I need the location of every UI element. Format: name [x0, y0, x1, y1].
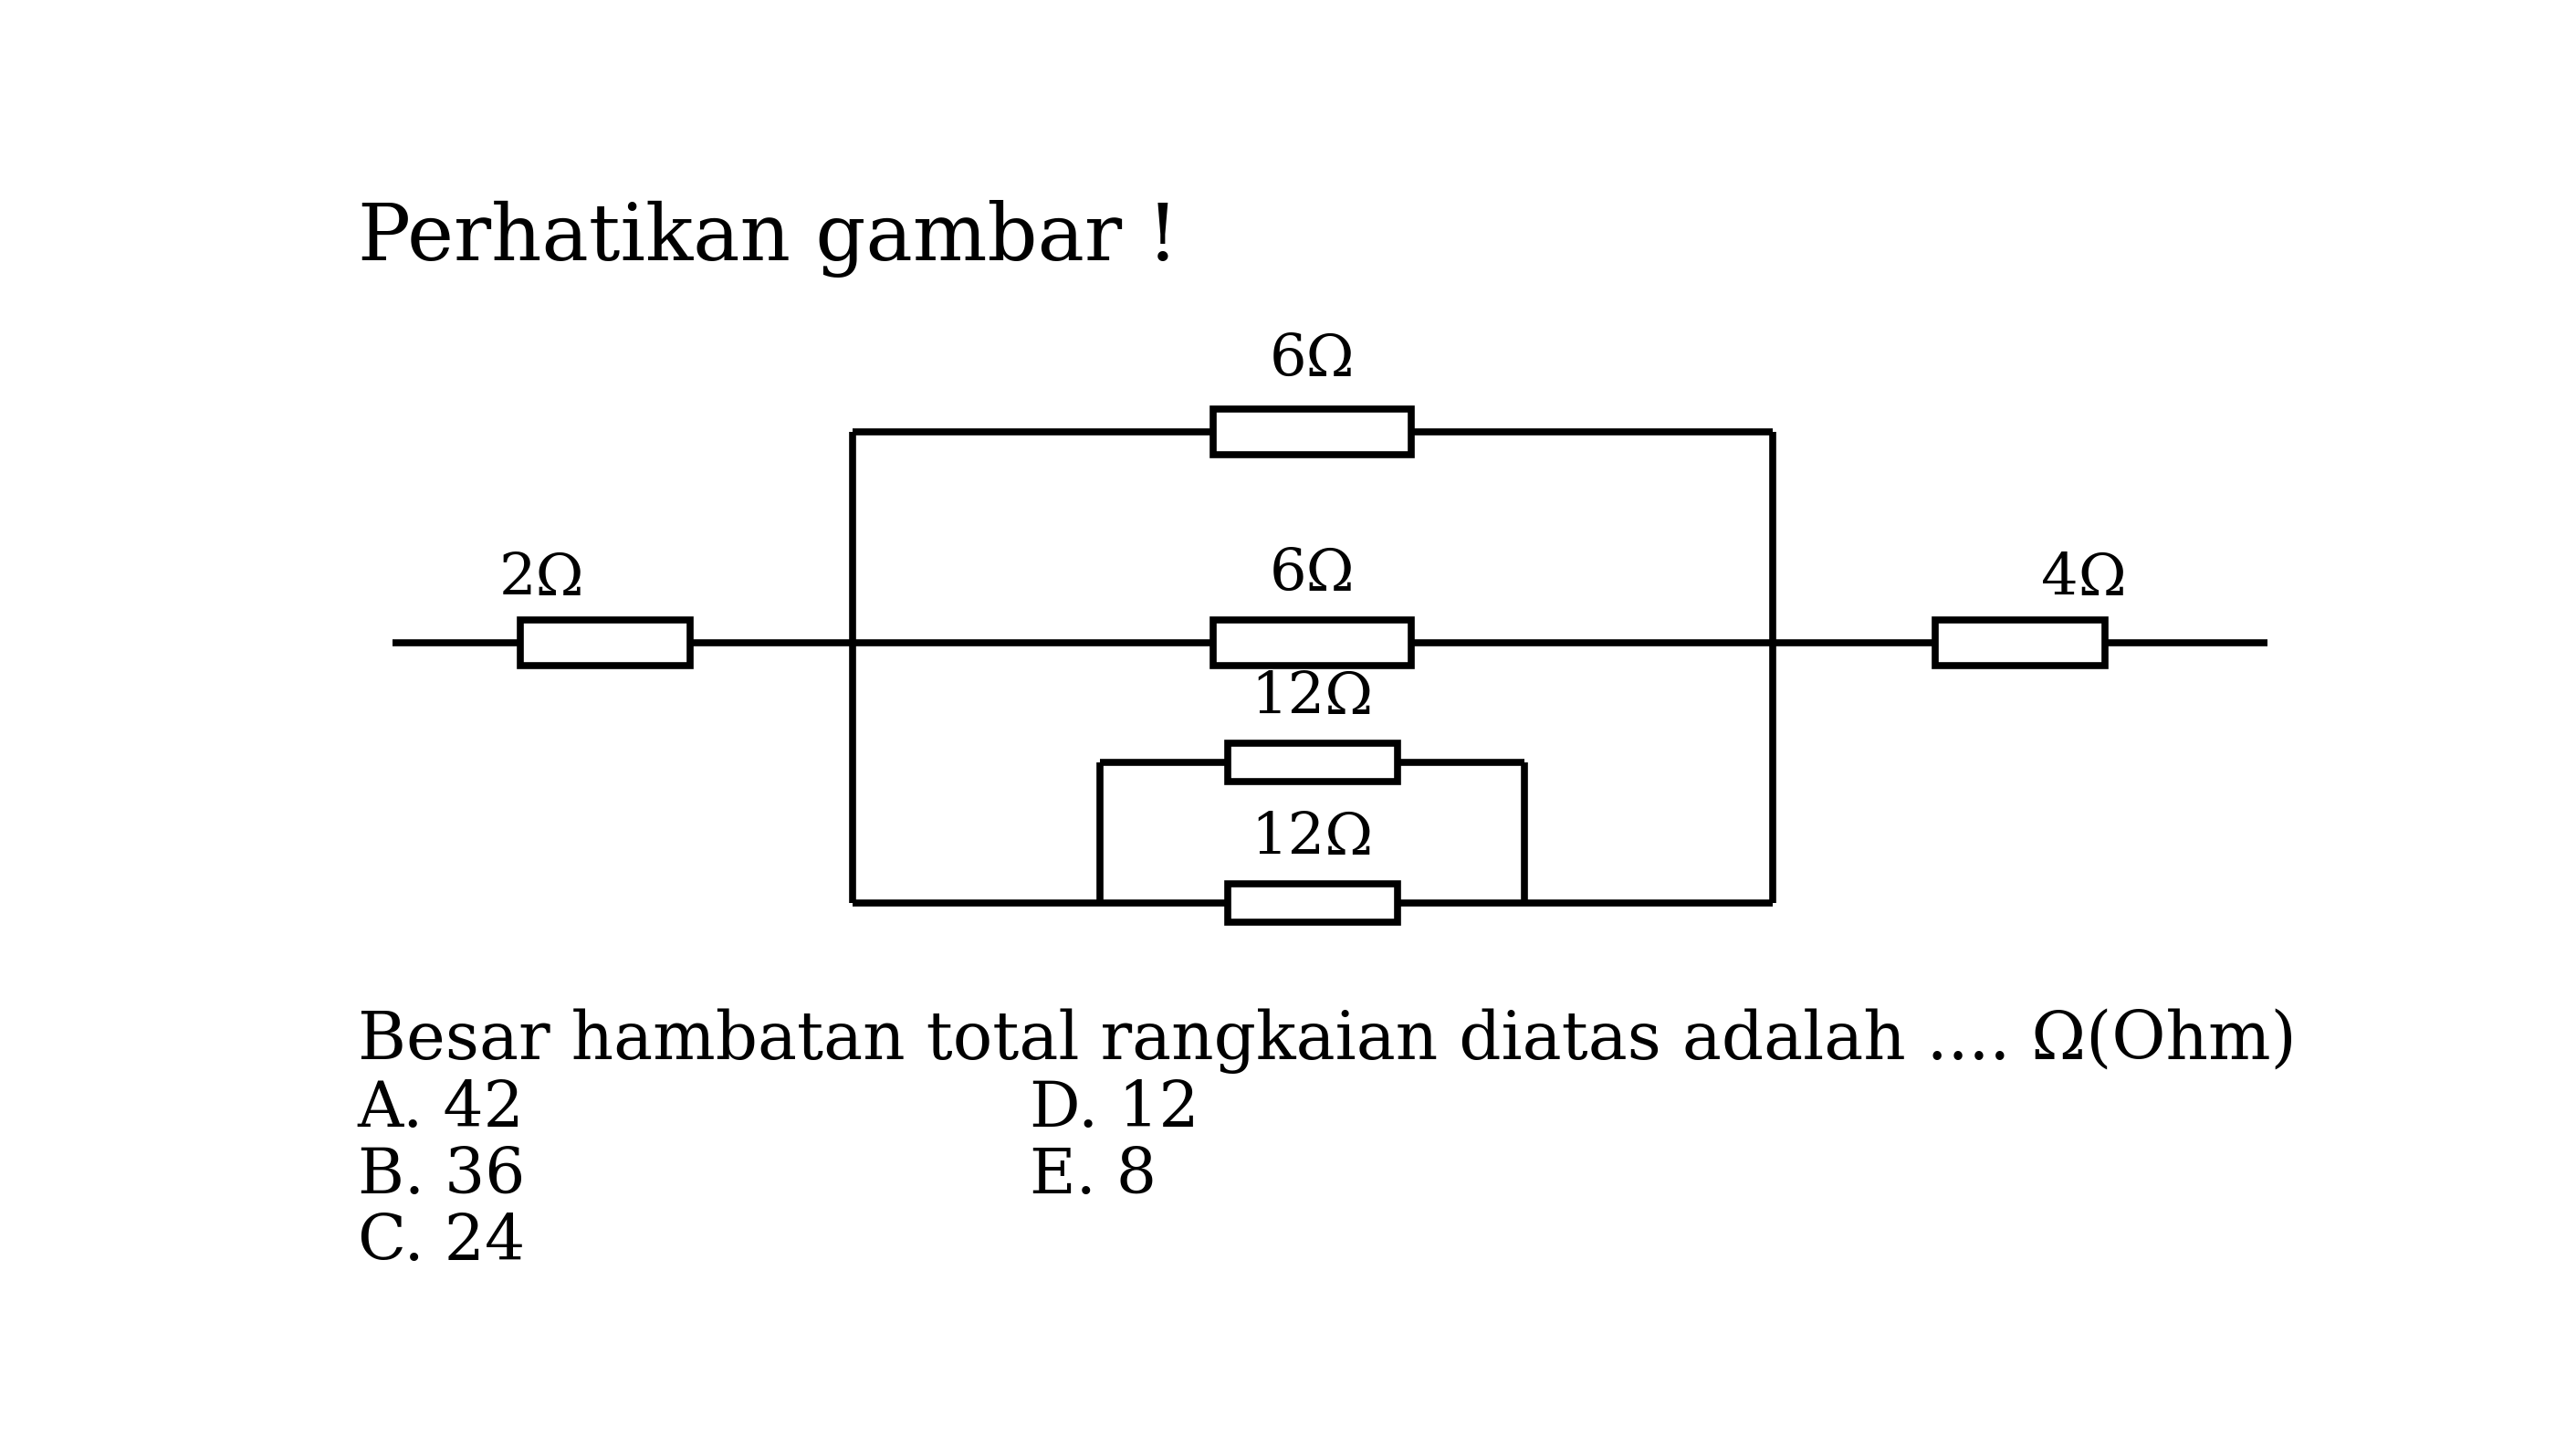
Bar [520, 620, 690, 665]
Text: 2Ω: 2Ω [500, 552, 585, 607]
Bar [1229, 743, 1396, 781]
Text: D. 12: D. 12 [1030, 1078, 1198, 1139]
Text: 4Ω: 4Ω [2040, 552, 2128, 607]
Text: 12Ω: 12Ω [1252, 810, 1373, 867]
Bar [1213, 409, 1412, 455]
Text: Perhatikan gambar !: Perhatikan gambar ! [358, 200, 1177, 278]
Text: 6Ω: 6Ω [1270, 546, 1355, 603]
Text: B. 36: B. 36 [358, 1146, 526, 1206]
Bar [1935, 620, 2105, 665]
Text: 6Ω: 6Ω [1270, 332, 1355, 388]
Text: 12Ω: 12Ω [1252, 669, 1373, 726]
Bar [1213, 620, 1412, 665]
Text: A. 42: A. 42 [358, 1078, 526, 1139]
Text: E. 8: E. 8 [1030, 1146, 1157, 1206]
Text: Besar hambatan total rangkaian diatas adalah .... Ω(Ohm): Besar hambatan total rangkaian diatas ad… [358, 1009, 2295, 1074]
Text: C. 24: C. 24 [358, 1213, 526, 1272]
Bar [1229, 884, 1396, 922]
